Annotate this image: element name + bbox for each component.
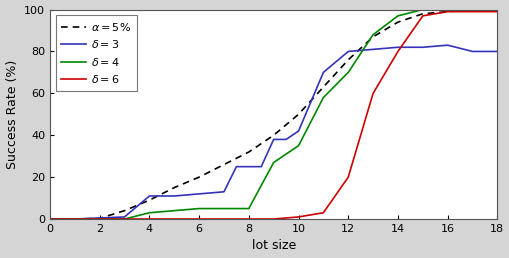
$\delta=4$ (171, 209, 177, 212)
$\delta=3$ (96, 216, 102, 220)
$\delta=4$ (469, 8, 475, 11)
$\delta=4$ (245, 207, 251, 210)
$\delta=3$ (158, 195, 164, 198)
$\alpha=5\%$ (121, 209, 127, 212)
$\alpha=5\%$ (320, 85, 326, 88)
$\delta=6$ (469, 10, 475, 13)
$\delta=3$ (469, 50, 475, 53)
$\delta=4$ (493, 8, 499, 11)
$\alpha=5\%$ (195, 176, 202, 179)
$\alpha=5\%$ (345, 58, 351, 61)
$\delta=6$ (72, 217, 78, 221)
Line: $\delta=6$: $\delta=6$ (50, 12, 496, 219)
$\alpha=5\%$ (394, 21, 400, 24)
$\delta=6$ (220, 217, 227, 221)
$\alpha=5\%$ (245, 150, 251, 154)
Legend: $\alpha=5\%$, $\delta=3$, $\delta=4$, $\delta=6$: $\alpha=5\%$, $\delta=3$, $\delta=4$, $\… (55, 15, 136, 91)
$\delta=3$ (444, 44, 450, 47)
$\alpha=5\%$ (96, 217, 102, 220)
$\alpha=5\%$ (146, 199, 152, 202)
$\delta=6$ (295, 215, 301, 219)
Line: $\delta=4$: $\delta=4$ (50, 10, 496, 219)
$\delta=4$ (121, 217, 127, 221)
$\alpha=5\%$ (72, 217, 78, 221)
$\delta=6$ (419, 14, 425, 17)
$\delta=4$ (444, 8, 450, 11)
$\delta=3$ (320, 71, 326, 74)
$\delta=4$ (47, 217, 53, 221)
$\alpha=5\%$ (469, 8, 475, 11)
$\delta=3$ (270, 138, 276, 141)
$\delta=4$ (96, 217, 102, 221)
$\delta=4$ (72, 217, 78, 221)
$\delta=3$ (295, 130, 301, 133)
$\delta=4$ (295, 144, 301, 147)
$\delta=4$ (146, 211, 152, 214)
X-axis label: lot size: lot size (251, 239, 295, 252)
$\delta=6$ (96, 217, 102, 221)
$\delta=3$ (47, 217, 53, 221)
Line: $\delta=3$: $\delta=3$ (50, 45, 496, 219)
$\delta=6$ (171, 217, 177, 221)
Line: $\alpha=5\%$: $\alpha=5\%$ (50, 10, 496, 219)
$\delta=4$ (345, 71, 351, 74)
$\delta=3$ (195, 192, 202, 196)
$\delta=3$ (171, 195, 177, 198)
$\delta=4$ (220, 207, 227, 210)
$\delta=6$ (307, 213, 314, 216)
$\delta=3$ (493, 50, 499, 53)
$\delta=3$ (345, 50, 351, 53)
$\alpha=5\%$ (444, 10, 450, 13)
$\delta=3$ (245, 165, 251, 168)
$\delta=6$ (245, 217, 251, 221)
$\delta=4$ (394, 14, 400, 17)
$\delta=6$ (345, 176, 351, 179)
$\delta=6$ (444, 10, 450, 13)
$\alpha=5\%$ (419, 12, 425, 15)
$\alpha=5\%$ (493, 8, 499, 11)
$\delta=6$ (270, 217, 276, 221)
$\delta=3$ (394, 46, 400, 49)
$\delta=4$ (370, 33, 376, 36)
$\delta=6$ (394, 50, 400, 53)
$\delta=6$ (320, 211, 326, 214)
$\delta=3$ (121, 215, 127, 219)
Y-axis label: Success Rate (%): Success Rate (%) (6, 60, 18, 169)
$\delta=4$ (195, 207, 202, 210)
$\delta=3$ (370, 48, 376, 51)
$\alpha=5\%$ (220, 163, 227, 166)
$\alpha=5\%$ (295, 113, 301, 116)
$\delta=6$ (493, 10, 499, 13)
$\delta=4$ (320, 96, 326, 99)
$\delta=6$ (370, 92, 376, 95)
$\delta=3$ (419, 46, 425, 49)
$\alpha=5\%$ (370, 35, 376, 38)
$\alpha=5\%$ (47, 217, 53, 221)
$\delta=3$ (282, 138, 289, 141)
$\delta=4$ (270, 161, 276, 164)
$\alpha=5\%$ (171, 186, 177, 189)
$\delta=6$ (121, 217, 127, 221)
$\delta=3$ (72, 217, 78, 221)
$\delta=3$ (233, 165, 239, 168)
$\delta=3$ (146, 195, 152, 198)
$\delta=3$ (220, 190, 227, 193)
$\delta=4$ (419, 8, 425, 11)
$\delta=6$ (195, 217, 202, 221)
$\delta=6$ (146, 217, 152, 221)
$\delta=3$ (258, 165, 264, 168)
$\delta=6$ (47, 217, 53, 221)
$\alpha=5\%$ (270, 134, 276, 137)
